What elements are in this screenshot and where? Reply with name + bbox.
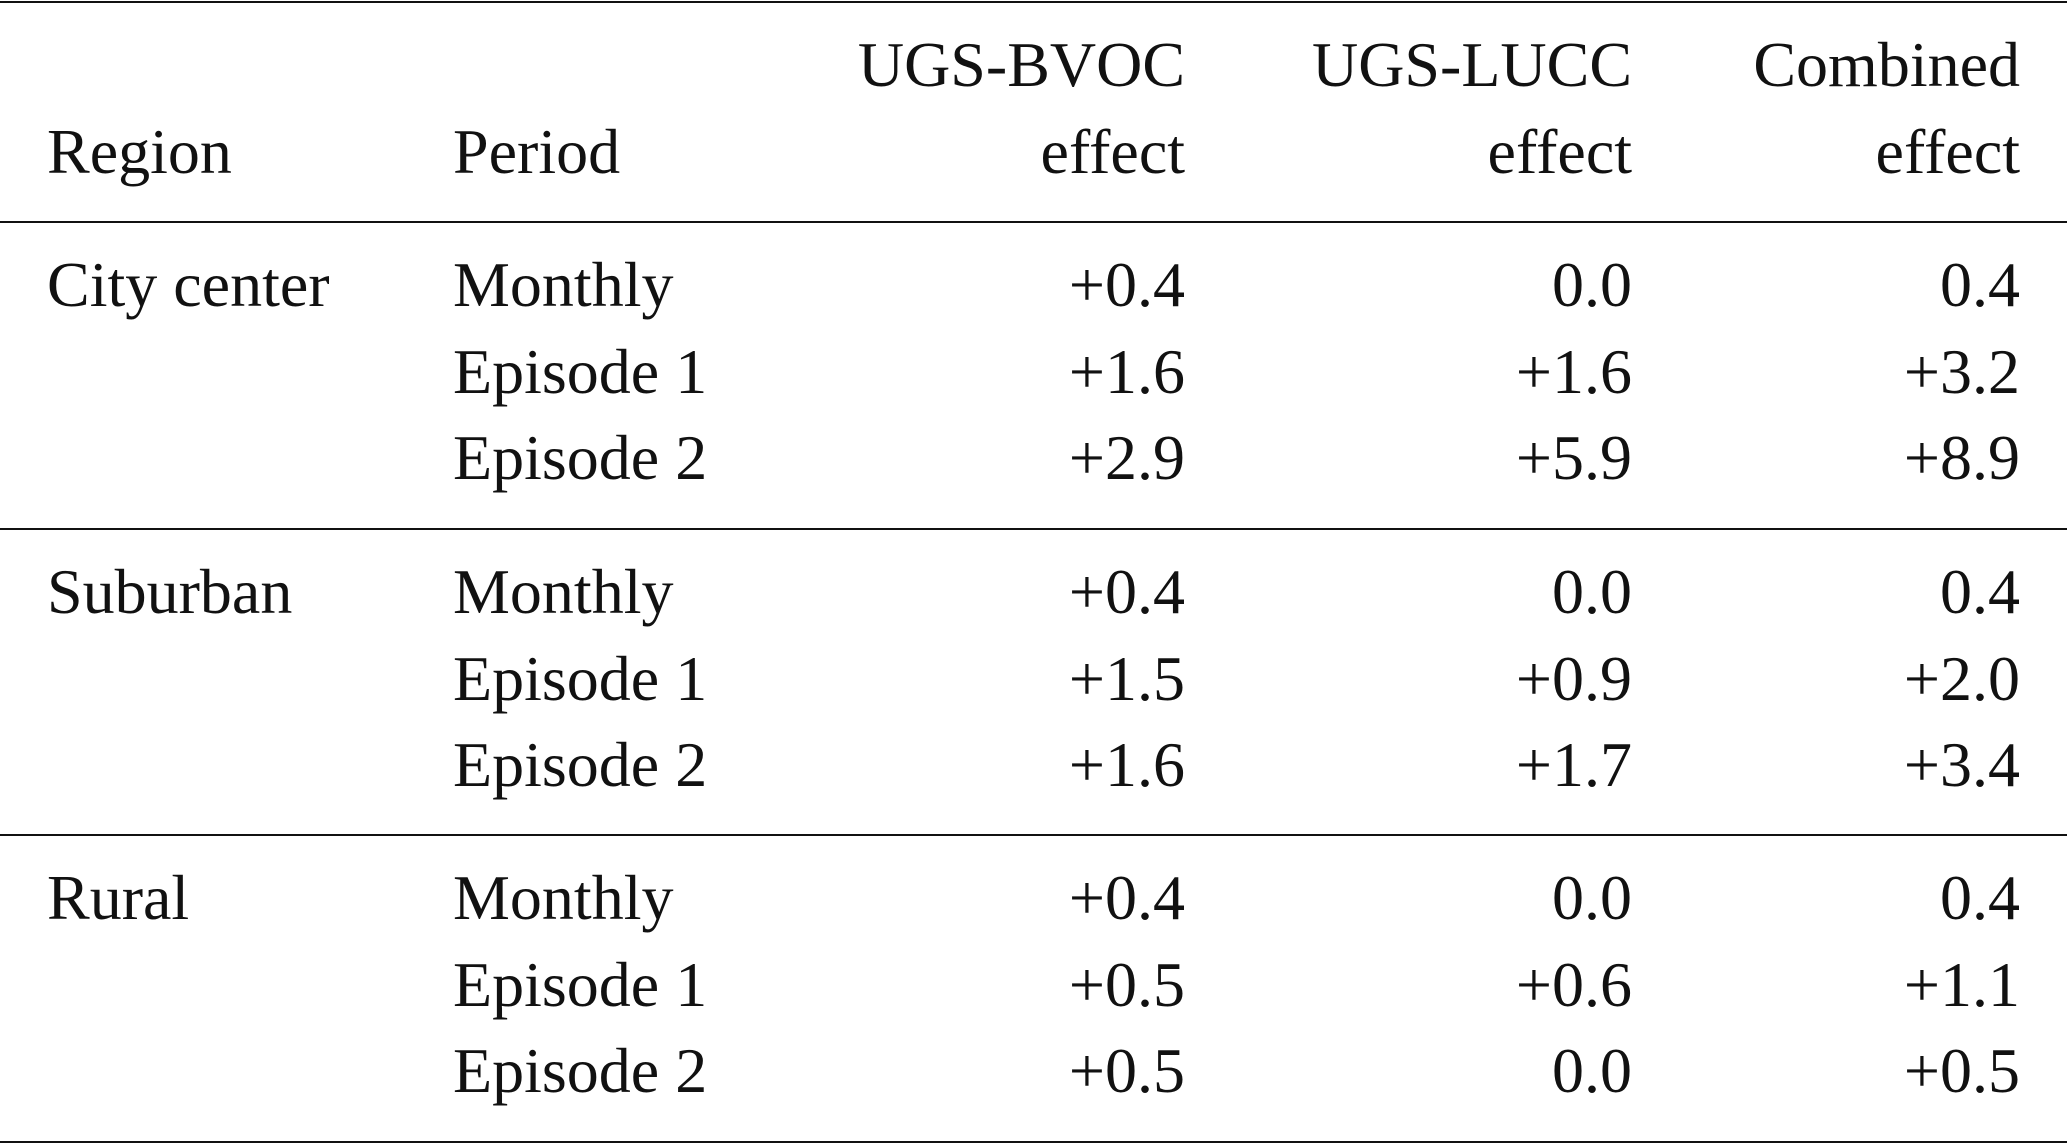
header-lucc-line1: UGS-LUCC [1311, 29, 1632, 100]
bottom-rule [0, 1141, 2067, 1143]
combined-cell: +3.4 [1903, 729, 2020, 800]
top-rule [0, 1, 2067, 3]
lucc-cell: 0.0 [1552, 249, 1632, 320]
lucc-cell: +0.6 [1515, 948, 1632, 1020]
header-lucc-line2: effect [1487, 116, 1632, 187]
bvoc-cell: +1.6 [1068, 729, 1185, 800]
lucc-cell: +1.6 [1515, 335, 1632, 407]
bvoc-cell: +2.9 [1068, 422, 1185, 493]
period-cell: Episode 1 [453, 642, 708, 714]
group-separator [0, 528, 2067, 530]
period-cell: Episode 2 [453, 422, 708, 493]
period-cell: Episode 2 [453, 729, 708, 800]
bvoc-cell: +1.6 [1068, 335, 1185, 407]
combined-cell: +8.9 [1903, 422, 2020, 493]
lucc-cell: +5.9 [1515, 422, 1632, 493]
region-cell: Rural [47, 862, 190, 933]
period-cell: Monthly [453, 556, 674, 627]
header-combined-line2: effect [1875, 116, 2020, 187]
bvoc-cell: +0.4 [1068, 249, 1185, 320]
header-bvoc-line1: UGS-BVOC [857, 29, 1185, 100]
period-cell: Episode 1 [453, 335, 708, 407]
region-cell: Suburban [47, 556, 293, 627]
combined-cell: +3.2 [1903, 335, 2020, 407]
group-separator [0, 834, 2067, 836]
period-cell: Episode 2 [453, 1035, 708, 1106]
lucc-cell: +0.9 [1515, 642, 1632, 714]
header-period: Period [453, 116, 621, 187]
header-combined-line1: Combined [1753, 29, 2020, 100]
lucc-cell: 0.0 [1552, 556, 1632, 627]
bvoc-cell: +1.5 [1068, 642, 1185, 714]
combined-cell: 0.4 [1940, 249, 2020, 320]
header-rule [0, 221, 2067, 223]
bvoc-cell: +0.4 [1068, 862, 1185, 933]
lucc-cell: 0.0 [1552, 862, 1632, 933]
bvoc-cell: +0.5 [1068, 948, 1185, 1020]
header-region: Region [47, 116, 232, 187]
combined-cell: +2.0 [1903, 642, 2020, 714]
bvoc-cell: +0.4 [1068, 556, 1185, 627]
combined-cell: 0.4 [1940, 556, 2020, 627]
lucc-cell: +1.7 [1515, 729, 1632, 800]
period-cell: Monthly [453, 862, 674, 933]
combined-cell: +0.5 [1903, 1035, 2020, 1106]
lucc-cell: 0.0 [1552, 1035, 1632, 1106]
period-cell: Monthly [453, 249, 674, 320]
header-bvoc-line2: effect [1040, 116, 1185, 187]
region-cell: City center [47, 249, 330, 320]
combined-cell: 0.4 [1940, 862, 2020, 933]
period-cell: Episode 1 [453, 948, 708, 1020]
bvoc-cell: +0.5 [1068, 1035, 1185, 1106]
combined-cell: +1.1 [1903, 948, 2020, 1020]
